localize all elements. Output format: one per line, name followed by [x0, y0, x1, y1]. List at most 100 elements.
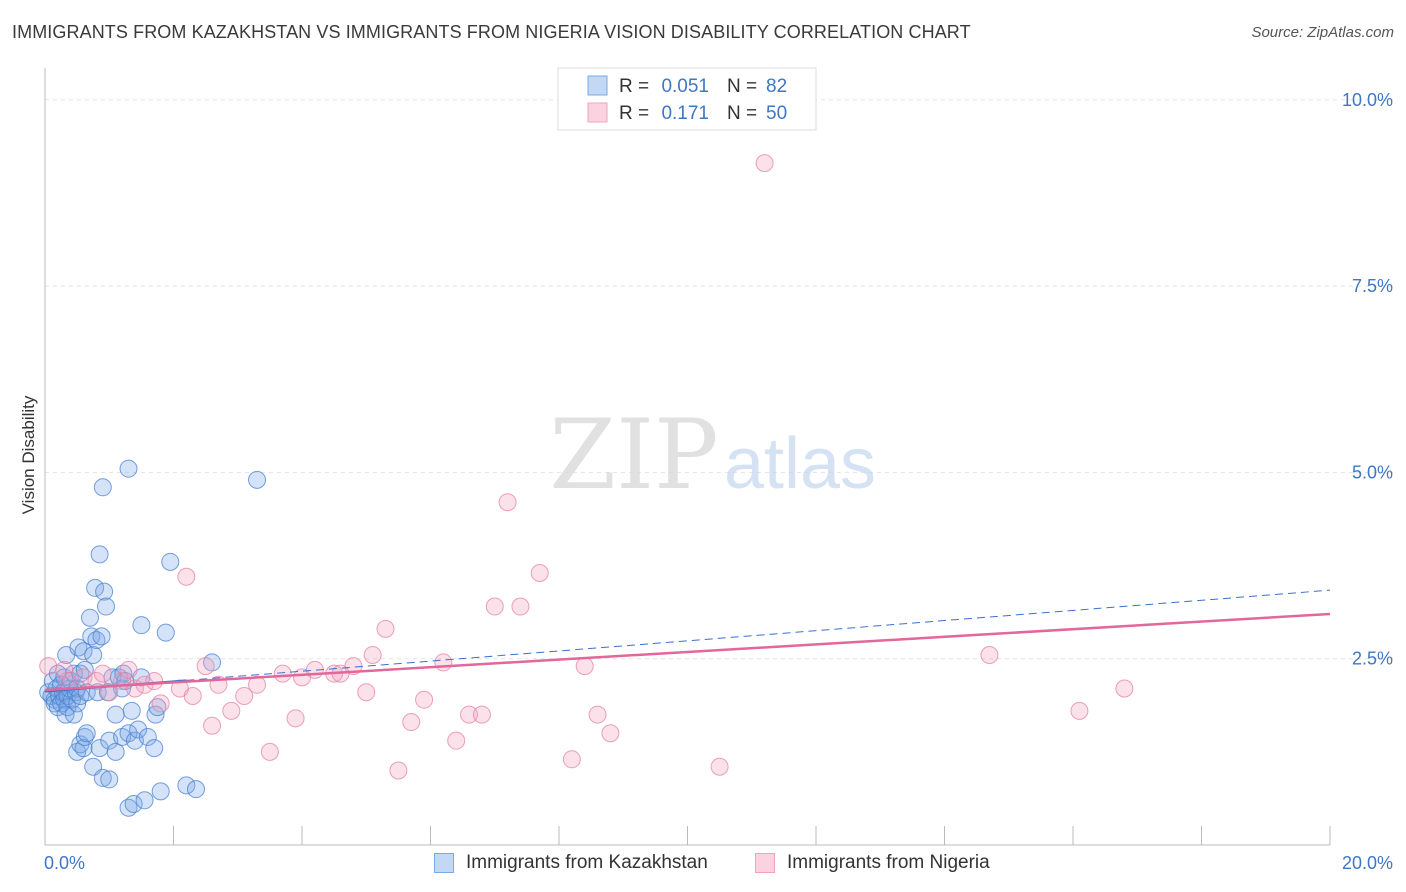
nigeria-point: [286, 709, 305, 728]
legend-swatch-nigeria: [587, 102, 608, 123]
legend-r-label: R =: [619, 103, 649, 124]
nigeria-point: [145, 672, 164, 691]
nigeria-trend-line: [44, 612, 1331, 692]
legend-swatch-nigeria: [755, 853, 775, 873]
series-kazakhstan-points: [39, 459, 267, 817]
watermark-zip: ZIP: [549, 399, 718, 511]
nigeria-point: [511, 597, 530, 616]
nigeria-point: [588, 705, 607, 724]
nigeria-point: [710, 757, 729, 776]
nigeria-point: [363, 645, 382, 664]
nigeria-point: [196, 657, 215, 676]
kazakhstan-point: [186, 780, 205, 799]
legend-n-label: N =: [727, 76, 757, 97]
kazakhstan-point: [100, 770, 119, 789]
kazakhstan-point: [93, 478, 112, 497]
legend-label-kazakhstan: Immigrants from Kazakhstan: [466, 852, 708, 873]
nigeria-point: [39, 657, 58, 676]
kazakhstan-point: [77, 724, 96, 743]
nigeria-point: [498, 493, 517, 512]
nigeria-point: [755, 154, 774, 173]
kazakhstan-point: [122, 701, 141, 720]
kazakhstan-point: [119, 724, 138, 743]
kazakhstan-point: [64, 664, 83, 683]
nigeria-point: [389, 761, 408, 780]
nigeria-point: [222, 701, 241, 720]
kazakhstan-point: [132, 616, 151, 635]
legend-n-value: 82: [766, 76, 787, 97]
nigeria-point: [58, 672, 77, 691]
legend-label-nigeria: Immigrants from Nigeria: [787, 852, 990, 873]
source-label: Source: ZipAtlas.com: [1251, 24, 1394, 41]
nigeria-point: [203, 716, 222, 735]
nigeria-point: [415, 690, 434, 709]
nigeria-point: [93, 664, 112, 683]
kazakhstan-point: [106, 742, 125, 761]
kazakhstan-point: [138, 727, 157, 746]
legend-top: R = 0.051 N = 82 R = 0.171 N = 50: [557, 67, 817, 131]
kazakhstan-point: [106, 705, 125, 724]
y-tick-labels: 2.5% 5.0% 7.5% 10.0%: [1342, 90, 1393, 669]
kazakhstan-point: [177, 776, 196, 795]
nigeria-point: [485, 597, 504, 616]
legend-r-value: 0.051: [661, 76, 709, 97]
kazakhstan-point: [135, 791, 154, 810]
nigeria-point: [575, 657, 594, 676]
nigeria-point: [601, 724, 620, 743]
kazakhstan-point: [248, 470, 267, 489]
nigeria-point: [460, 705, 479, 724]
nigeria-point: [87, 672, 106, 691]
nigeria-point: [562, 750, 581, 769]
watermark: ZIP atlas: [549, 399, 876, 511]
kazakhstan-point: [146, 705, 165, 724]
nigeria-point: [402, 713, 421, 732]
nigeria-point: [1115, 679, 1134, 698]
legend-n-value: 50: [766, 103, 787, 124]
legend-bottom: Immigrants from Kazakhstan Immigrants fr…: [0, 852, 1406, 878]
kazakhstan-point: [161, 552, 180, 571]
nigeria-point: [260, 742, 279, 761]
kazakhstan-point: [151, 782, 170, 801]
kazakhstan-point: [90, 545, 109, 564]
nigeria-point: [1070, 701, 1089, 720]
x-tick-label: 20.0%: [1342, 853, 1393, 873]
nigeria-point: [980, 645, 999, 664]
kazakhstan-point: [74, 642, 93, 661]
kazakhstan-point: [129, 720, 148, 739]
y-tick-label: 7.5%: [1352, 276, 1393, 296]
y-tick-label: 5.0%: [1352, 462, 1393, 482]
legend-swatch-kazakhstan: [587, 75, 608, 96]
kazakhstan-point: [93, 768, 112, 787]
kazakhstan-point: [86, 578, 105, 597]
chart-title: IMMIGRANTS FROM KAZAKHSTAN VS IMMIGRANTS…: [12, 22, 971, 42]
legend-r-label: R =: [619, 76, 649, 97]
grid: [45, 99, 1395, 660]
legend-n-label: N =: [727, 103, 757, 124]
x-tick-label: 0.0%: [44, 853, 85, 873]
nigeria-point: [357, 683, 376, 702]
kazakhstan-point: [119, 459, 138, 478]
watermark-atlas: atlas: [724, 424, 876, 504]
nigeria-point: [119, 660, 138, 679]
nigeria-point: [447, 731, 466, 750]
kazakhstan-point: [95, 582, 114, 601]
nigeria-point: [273, 664, 292, 683]
nigeria-point: [530, 564, 549, 583]
nigeria-point: [434, 653, 453, 672]
kazakhstan-point: [92, 627, 111, 646]
legend-item-nigeria: Immigrants from Nigeria: [755, 852, 990, 874]
legend-r-value: 0.171: [661, 103, 709, 124]
x-tick-labels: 0.0% 20.0%: [44, 853, 1393, 873]
y-axis-label: Vision Disability: [19, 395, 38, 514]
kazakhstan-trend-extension: [186, 589, 1331, 681]
y-tick-label: 10.0%: [1342, 90, 1393, 110]
nigeria-point: [100, 683, 119, 702]
axes: [44, 68, 1331, 846]
nigeria-point: [183, 686, 202, 705]
trend-lines: [44, 589, 1331, 693]
kazakhstan-point: [97, 597, 116, 616]
y-tick-label: 2.5%: [1352, 649, 1393, 669]
nigeria-point: [376, 619, 395, 638]
legend-swatch-kazakhstan: [434, 853, 454, 873]
